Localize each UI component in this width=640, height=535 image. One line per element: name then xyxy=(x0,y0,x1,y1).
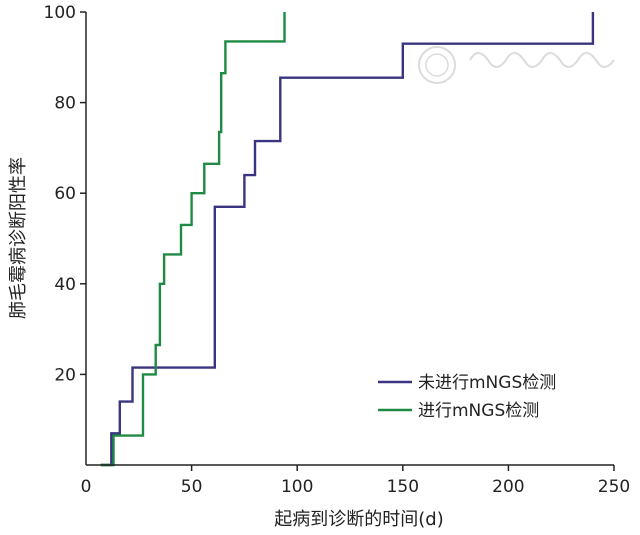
y-tick-label: 40 xyxy=(54,275,76,295)
series-line-2 xyxy=(100,12,286,467)
x-tick-label: 150 xyxy=(387,477,419,497)
y-tick-label: 80 xyxy=(54,94,76,114)
x-tick-label: 100 xyxy=(281,477,313,497)
x-tick-label: 0 xyxy=(81,477,92,497)
series-layer xyxy=(100,12,595,467)
y-tick-label: 60 xyxy=(54,184,76,204)
watermark-logo xyxy=(418,46,615,84)
x-axis-title: 起病到诊断的时间(d) xyxy=(274,509,443,530)
y-axis-title: 肺毛霉病诊断阳性率 xyxy=(8,157,29,319)
x-tick-label: 250 xyxy=(598,477,630,497)
axes-layer: 20 40 60 80 100 0 50 100 150 200 250 xyxy=(44,3,631,497)
y-tick-label: 100 xyxy=(44,3,76,23)
x-tick-label: 50 xyxy=(181,477,203,497)
y-tick-label: 20 xyxy=(54,365,76,385)
x-tick-label: 200 xyxy=(492,477,524,497)
legend-label-2: 进行mNGS检测 xyxy=(418,401,539,421)
series-line-1 xyxy=(100,12,595,467)
legend-label-1: 未进行mNGS检测 xyxy=(418,373,556,393)
